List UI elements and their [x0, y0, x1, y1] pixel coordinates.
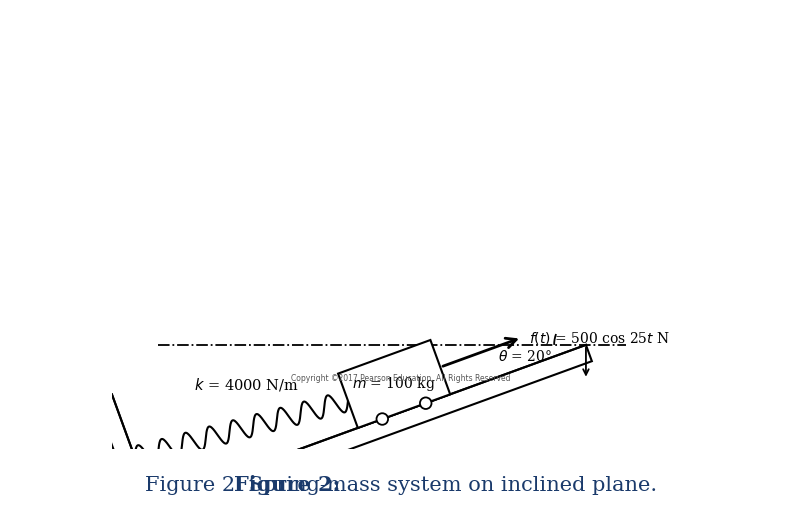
Polygon shape: [95, 394, 152, 509]
Text: Figure 2: Spring-mass system on inclined plane.: Figure 2: Spring-mass system on inclined…: [145, 476, 657, 495]
Circle shape: [420, 397, 431, 409]
Circle shape: [376, 413, 388, 425]
Text: Copyright ©2017 Pearson Education, All Rights Reserved: Copyright ©2017 Pearson Education, All R…: [291, 374, 511, 383]
Polygon shape: [338, 340, 450, 428]
Polygon shape: [152, 345, 592, 516]
Text: Figure 2:: Figure 2:: [233, 475, 340, 495]
Text: $\theta$ = 20°: $\theta$ = 20°: [498, 349, 553, 364]
Text: $k$ = 4000 N/m: $k$ = 4000 N/m: [194, 376, 299, 393]
Text: $m$ = 100 kg: $m$ = 100 kg: [352, 375, 436, 393]
Text: $f(t)$ = 500 cos 25$t$ N: $f(t)$ = 500 cos 25$t$ N: [529, 330, 670, 346]
